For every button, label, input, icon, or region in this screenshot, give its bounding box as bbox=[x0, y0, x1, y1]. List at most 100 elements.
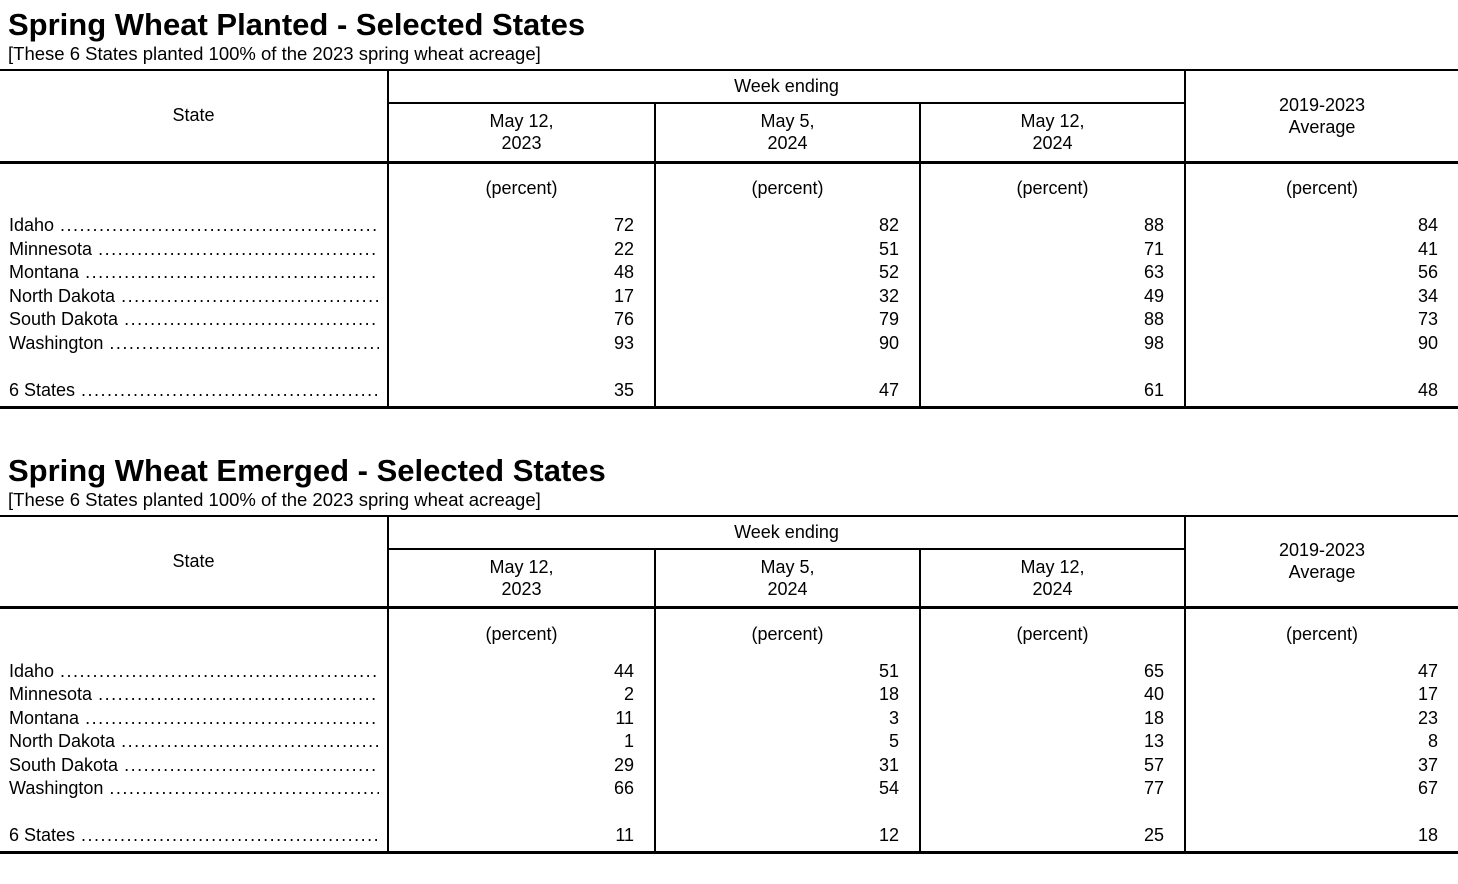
date-line2: 2024 bbox=[1032, 578, 1073, 599]
date-line2: 2024 bbox=[767, 133, 808, 154]
value-cell: 48 bbox=[1417, 379, 1439, 400]
value-cell: 93 bbox=[388, 331, 656, 355]
state-name: Idaho bbox=[9, 660, 55, 681]
value-cell: 88 bbox=[920, 214, 1187, 238]
state-row-north-dakota: North Dakota ...........................… bbox=[0, 284, 1458, 308]
state-row-north-dakota: North Dakota ...........................… bbox=[0, 730, 1458, 754]
average-column-header: 2019-2023 Average bbox=[1185, 70, 1458, 164]
value-cell: 56 bbox=[1417, 262, 1439, 283]
date-line1: May 5, bbox=[760, 556, 815, 577]
planted-subtitle: [These 6 States planted 100% of the 2023… bbox=[8, 43, 541, 64]
state-column-header: State bbox=[0, 515, 389, 609]
state-name: Montana bbox=[9, 707, 80, 728]
empty-cell bbox=[0, 607, 389, 660]
blank-row bbox=[0, 800, 1458, 824]
date-column-header-2: May 5, 2024 bbox=[655, 548, 921, 609]
value-cell: 98 bbox=[920, 331, 1187, 355]
state-row-south-dakota: South Dakota ...........................… bbox=[0, 753, 1458, 777]
planted-title: Spring Wheat Planted - Selected States bbox=[8, 7, 586, 42]
state-row-washington: Washington .............................… bbox=[0, 777, 1458, 801]
state-cell: Washington .............................… bbox=[0, 331, 389, 355]
value-cell: 54 bbox=[655, 777, 921, 801]
value-cell: 67 bbox=[1417, 778, 1439, 799]
state-name: 6 States bbox=[9, 379, 76, 400]
spacer-row bbox=[0, 847, 1458, 853]
dot-leader: ........................................… bbox=[81, 825, 379, 846]
report-page: Spring Wheat Planted - Selected States [… bbox=[0, 8, 1458, 854]
unit-label: (percent) bbox=[920, 162, 1187, 214]
value-cell: 48 bbox=[388, 261, 656, 285]
value-cell: 12 bbox=[655, 824, 921, 848]
value-cell: 71 bbox=[920, 237, 1187, 261]
blank-row bbox=[0, 355, 1458, 379]
state-cell: 6 States ...............................… bbox=[0, 378, 389, 402]
state-cell: Montana ................................… bbox=[0, 706, 389, 730]
value-cell: 1 bbox=[388, 730, 656, 754]
total-row-6-states: 6 States ...............................… bbox=[0, 824, 1458, 848]
state-row-idaho: Idaho ..................................… bbox=[0, 659, 1458, 683]
value-cell: 34 bbox=[1417, 285, 1439, 306]
value-cell: 52 bbox=[655, 261, 921, 285]
value-cell: 84 bbox=[1417, 215, 1439, 236]
state-name: Washington bbox=[9, 332, 104, 353]
value-cell: 18 bbox=[655, 683, 921, 707]
value-cell: 51 bbox=[655, 659, 921, 683]
state-name: 6 States bbox=[9, 825, 76, 846]
state-cell: North Dakota ...........................… bbox=[0, 284, 389, 308]
value-cell: 65 bbox=[920, 659, 1187, 683]
value-cell: 77 bbox=[920, 777, 1187, 801]
value-cell: 82 bbox=[655, 214, 921, 238]
value-cell: 61 bbox=[920, 378, 1187, 402]
state-name: North Dakota bbox=[9, 731, 116, 752]
value-cell: 63 bbox=[920, 261, 1187, 285]
state-row-minnesota: Minnesota ..............................… bbox=[0, 683, 1458, 707]
value-cell: 2 bbox=[388, 683, 656, 707]
planted-section: Spring Wheat Planted - Selected States [… bbox=[0, 8, 1458, 409]
value-cell: 18 bbox=[920, 706, 1187, 730]
date-line1: May 12, bbox=[489, 111, 554, 132]
value-cell: 72 bbox=[388, 214, 656, 238]
state-cell: Montana ................................… bbox=[0, 261, 389, 285]
date-column-header-1: May 12, 2023 bbox=[388, 548, 656, 609]
dot-leader: ........................................… bbox=[60, 660, 379, 681]
average-header-line1: 2019-2023 bbox=[1278, 94, 1366, 115]
date-line2: 2024 bbox=[1032, 133, 1073, 154]
state-name: North Dakota bbox=[9, 285, 116, 306]
unit-label: (percent) bbox=[388, 607, 656, 660]
date-line2: 2024 bbox=[767, 578, 808, 599]
state-cell: North Dakota ...........................… bbox=[0, 730, 389, 754]
state-cell: South Dakota ...........................… bbox=[0, 308, 389, 332]
average-header-line1: 2019-2023 bbox=[1278, 540, 1366, 561]
state-row-idaho: Idaho ..................................… bbox=[0, 214, 1458, 238]
week-ending-header: Week ending bbox=[388, 70, 1187, 104]
state-name: South Dakota bbox=[9, 309, 119, 330]
value-cell: 22 bbox=[388, 237, 656, 261]
dot-leader: ........................................… bbox=[85, 262, 379, 283]
value-cell: 23 bbox=[1417, 707, 1439, 728]
dot-leader: ........................................… bbox=[121, 731, 379, 752]
value-cell: 29 bbox=[388, 753, 656, 777]
average-header-line2: Average bbox=[1288, 116, 1356, 137]
state-name: Minnesota bbox=[9, 238, 93, 259]
date-line2: 2023 bbox=[501, 133, 542, 154]
average-column-header: 2019-2023 Average bbox=[1185, 515, 1458, 609]
emerged-subtitle: [These 6 States planted 100% of the 2023… bbox=[8, 488, 541, 510]
value-cell: 17 bbox=[388, 284, 656, 308]
state-row-south-dakota: South Dakota ...........................… bbox=[0, 308, 1458, 332]
value-cell: 47 bbox=[655, 378, 921, 402]
value-cell: 76 bbox=[388, 308, 656, 332]
date-line1: May 12, bbox=[489, 556, 554, 577]
state-name: Montana bbox=[9, 262, 80, 283]
value-cell: 13 bbox=[920, 730, 1187, 754]
value-cell: 31 bbox=[655, 753, 921, 777]
state-column-header: State bbox=[0, 70, 389, 164]
state-row-montana: Montana ................................… bbox=[0, 706, 1458, 730]
value-cell: 8 bbox=[1428, 731, 1439, 752]
dot-leader: ........................................… bbox=[60, 215, 379, 236]
date-column-header-1: May 12, 2023 bbox=[388, 103, 656, 164]
dot-leader: ........................................… bbox=[121, 285, 379, 306]
value-cell: 25 bbox=[920, 824, 1187, 848]
unit-label: (percent) bbox=[1286, 178, 1359, 199]
state-name: Idaho bbox=[9, 215, 55, 236]
unit-label: (percent) bbox=[655, 162, 921, 214]
